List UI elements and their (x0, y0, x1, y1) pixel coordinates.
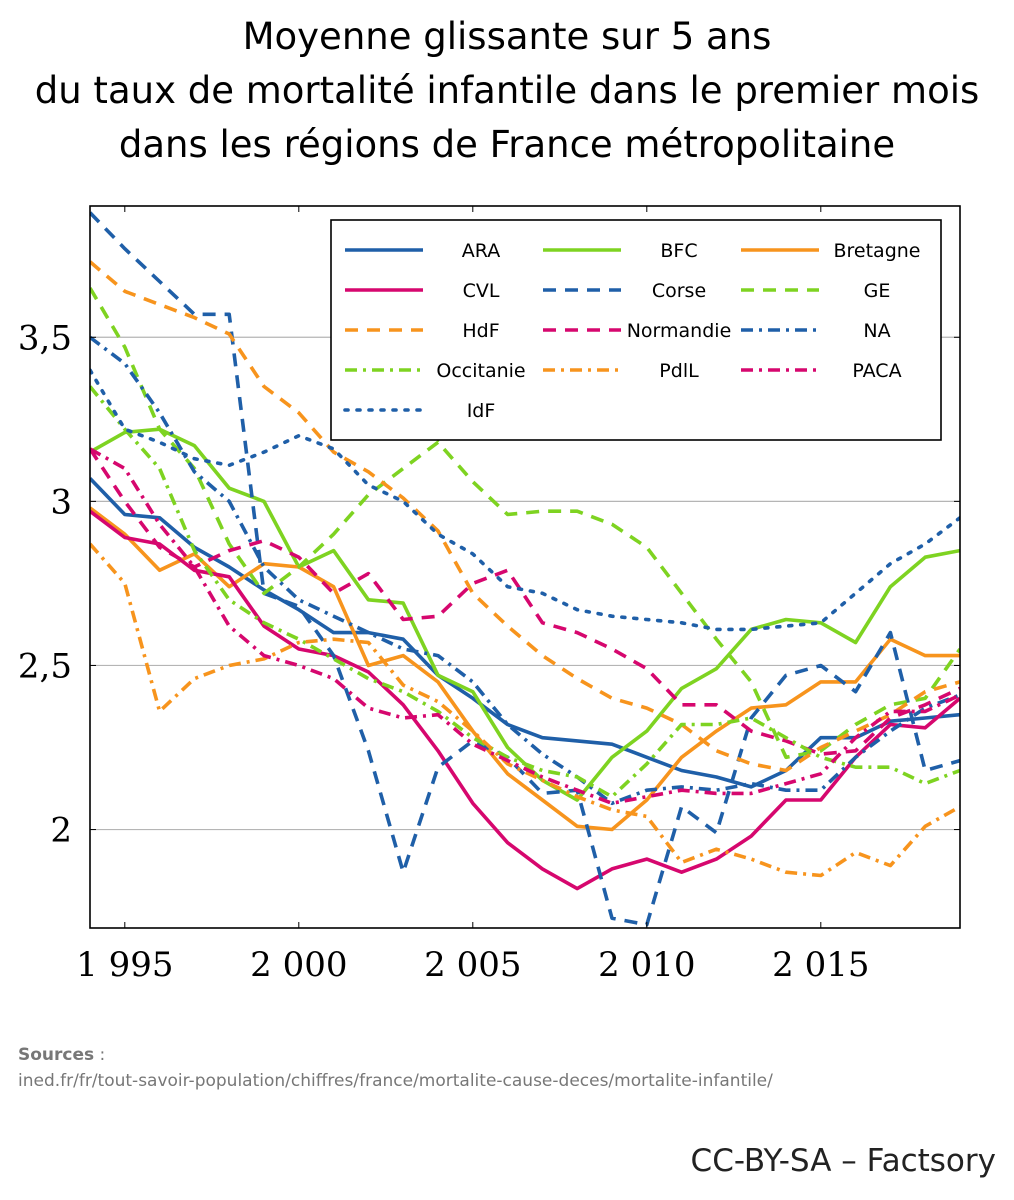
legend-label-ara: ARA (462, 240, 500, 262)
series-lines (90, 211, 960, 927)
series-line-na (90, 335, 960, 806)
y-tick-label: 2,5 (18, 646, 72, 686)
title-line-2: du taux de mortalité infantile dans le p… (34, 69, 980, 112)
legend-label-paca: PACA (852, 360, 901, 382)
legend-label-corse: Corse (652, 280, 706, 302)
legend-label-idf: IdF (467, 400, 496, 422)
legend-label-ge: GE (864, 280, 891, 302)
series-line-cvl (90, 509, 960, 891)
sources: Sources : ined.fr/fr/tout-savoir-populat… (18, 1045, 773, 1091)
x-tick-label: 2 010 (598, 945, 695, 985)
y-tick-label: 2 (50, 811, 72, 851)
series-line-idf (90, 368, 960, 632)
title-line-1: Moyenne glissante sur 5 ans (242, 15, 772, 58)
legend: ARA BFC Bretagne CVL Corse GE HdF Normandie NA Oc… (330, 219, 942, 441)
series-line-corse (90, 211, 960, 927)
x-tick-label: 2 000 (250, 945, 347, 985)
series-line-pdll (90, 542, 960, 878)
series-line-paca (90, 447, 960, 806)
title-line-3: dans les régions de France métropolitain… (118, 123, 896, 166)
x-tick-label: 2 005 (424, 945, 521, 985)
plot-frame (89, 205, 961, 929)
sources-separator: : (94, 1045, 106, 1065)
series-line-occitanie (90, 385, 960, 799)
y-tick-label: 3 (50, 482, 72, 522)
axis-ticks: 2 2,5 3 3,5 1 995 2 000 2 005 2 010 2 015 (18, 206, 960, 985)
series-line-ara (90, 477, 960, 789)
legend-label-cvl: CVL (463, 280, 500, 302)
x-tick-label: 1 995 (76, 945, 173, 985)
sources-url: ined.fr/fr/tout-savoir-population/chiffr… (18, 1071, 773, 1091)
legend-label-pdll: PdlL (659, 360, 699, 382)
legend-label-hdf: HdF (462, 320, 499, 342)
line-chart: 2 2,5 3 3,5 1 995 2 000 2 005 2 010 2 015 ARA BFC… (18, 205, 961, 985)
y-tick-label: 3,5 (18, 318, 72, 358)
legend-label-bretagne: Bretagne (833, 240, 920, 262)
legend-label-occitanie: Occitanie (436, 360, 525, 382)
series-line-normandie (90, 447, 960, 756)
license-credit: CC-BY-SA – Factsory (690, 1143, 996, 1179)
legend-label-normandie: Normandie (627, 320, 732, 342)
legend-label-na: NA (863, 320, 890, 342)
legend-label-bfc: BFC (660, 240, 697, 262)
chart-title: Moyenne glissante sur 5 ans du taux de m… (0, 10, 1014, 172)
x-tick-label: 2 015 (772, 945, 869, 985)
legend-box (330, 219, 942, 441)
sources-label: Sources (18, 1045, 95, 1065)
